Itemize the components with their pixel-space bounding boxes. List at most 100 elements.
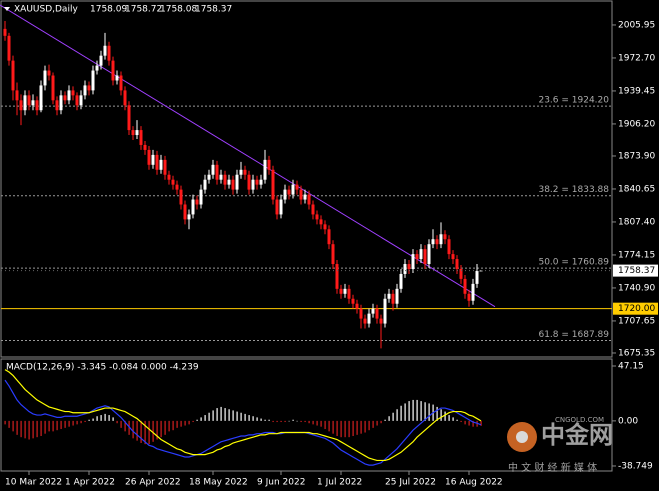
macd-bar bbox=[328, 420, 330, 432]
macd-bar bbox=[112, 417, 114, 421]
macd-bar bbox=[184, 420, 186, 426]
candle-body bbox=[99, 55, 103, 66]
macd-bar bbox=[28, 420, 30, 440]
macd-bar bbox=[64, 420, 66, 428]
x-tick-label: 1 Apr 2022 bbox=[65, 478, 115, 488]
macd-bar bbox=[256, 417, 258, 421]
macd-bar bbox=[216, 408, 218, 421]
macd-bar bbox=[56, 420, 58, 431]
candle-body bbox=[239, 169, 243, 175]
macd-bar bbox=[320, 420, 322, 427]
macd-bar bbox=[140, 420, 142, 443]
candle-body bbox=[103, 45, 107, 56]
macd-bar bbox=[280, 420, 282, 423]
x-tick-label: 18 May 2022 bbox=[189, 478, 248, 488]
menu-arrow[interactable] bbox=[4, 7, 10, 11]
macd-bar bbox=[68, 420, 70, 427]
y-tick-label: 1939.45 bbox=[618, 86, 655, 96]
candle-body bbox=[151, 154, 155, 165]
macd-bar bbox=[428, 403, 430, 421]
macd-bar bbox=[148, 420, 150, 445]
macd-bar bbox=[156, 420, 158, 440]
candle-body bbox=[335, 264, 339, 289]
macd-bar bbox=[276, 420, 278, 423]
candle-body bbox=[207, 174, 211, 180]
macd-bar bbox=[420, 401, 422, 421]
main-plot: 2005.95 1972.70 1939.45 1906.20 1873.90 1840.… bbox=[0, 4, 658, 488]
candle-body bbox=[87, 85, 91, 91]
macd-bar bbox=[4, 420, 6, 425]
macd-bar bbox=[168, 420, 170, 432]
macd-bar bbox=[136, 420, 138, 441]
macd-bar bbox=[436, 406, 438, 421]
candle-body bbox=[167, 174, 171, 180]
macd-bar bbox=[336, 420, 338, 437]
candle-body bbox=[71, 90, 75, 96]
candle-body bbox=[15, 90, 19, 101]
candle-body bbox=[311, 204, 315, 215]
site: CNGOLD.COM bbox=[555, 416, 604, 424]
candle-body bbox=[91, 70, 95, 91]
candle-body bbox=[139, 130, 143, 145]
candle-body bbox=[439, 234, 443, 245]
macd-bar bbox=[228, 409, 230, 421]
candle-body bbox=[11, 60, 15, 91]
macd-bar bbox=[88, 419, 90, 421]
macd-bar bbox=[284, 420, 286, 423]
y-tick-label: 1707.65 bbox=[618, 316, 655, 326]
candle-body bbox=[79, 95, 83, 106]
candle-body bbox=[23, 95, 27, 111]
candle-body bbox=[379, 318, 383, 324]
symbol: XAUUSD,Daily bbox=[14, 5, 78, 15]
macd-bar bbox=[392, 412, 394, 421]
macd-bar bbox=[448, 415, 450, 421]
macd-bar bbox=[464, 420, 466, 425]
candle-body bbox=[247, 174, 251, 190]
macd-bar bbox=[396, 409, 398, 421]
candle-body bbox=[235, 174, 239, 190]
macd-bar bbox=[376, 420, 378, 426]
candle-body bbox=[407, 264, 411, 269]
macd-bar bbox=[80, 420, 82, 424]
y-tick-label: 1906.20 bbox=[618, 119, 655, 129]
macd-bar bbox=[332, 420, 334, 434]
macd-bar bbox=[288, 420, 290, 422]
candle-body bbox=[191, 199, 195, 215]
candle-body bbox=[411, 254, 415, 269]
candle-body bbox=[231, 179, 235, 190]
macd-bar bbox=[212, 410, 214, 421]
macd-bar bbox=[300, 420, 302, 423]
candle-body bbox=[195, 199, 199, 205]
brand: 中金网 bbox=[541, 421, 613, 449]
macd-bar bbox=[268, 419, 270, 421]
candle-body bbox=[163, 159, 167, 175]
macd-bar bbox=[20, 420, 22, 438]
candle-body bbox=[59, 95, 63, 111]
candle-body bbox=[287, 189, 291, 195]
macd-bar bbox=[292, 419, 294, 421]
macd-bar bbox=[244, 413, 246, 421]
macd-bar bbox=[240, 412, 242, 421]
candle-body bbox=[431, 239, 435, 245]
macd-bar bbox=[248, 415, 250, 421]
candle-body bbox=[135, 130, 139, 136]
candle-body bbox=[403, 264, 407, 274]
macd-bar bbox=[200, 417, 202, 421]
macd-bar bbox=[352, 420, 354, 437]
macd-bar bbox=[416, 399, 418, 421]
macd-bar bbox=[16, 420, 18, 435]
macd-bar bbox=[208, 412, 210, 421]
x-tick-label: 26 Apr 2022 bbox=[125, 478, 181, 488]
candle-body bbox=[203, 179, 207, 190]
macd-bar bbox=[324, 420, 326, 430]
candle-body bbox=[223, 174, 227, 185]
macd-bar bbox=[360, 420, 362, 434]
y-tick-label: 0.00 bbox=[618, 416, 638, 426]
candle-body bbox=[327, 229, 331, 245]
macd-title: MACD(12,26,9) -3.345 -0.084 0.000 -4.239 bbox=[6, 363, 199, 373]
y-tick-label: 1807.40 bbox=[618, 217, 655, 227]
x-tick-label: 16 Aug 2022 bbox=[445, 478, 503, 488]
candle-body bbox=[159, 159, 163, 170]
candle-body bbox=[451, 254, 455, 260]
macd-bar bbox=[40, 420, 42, 437]
